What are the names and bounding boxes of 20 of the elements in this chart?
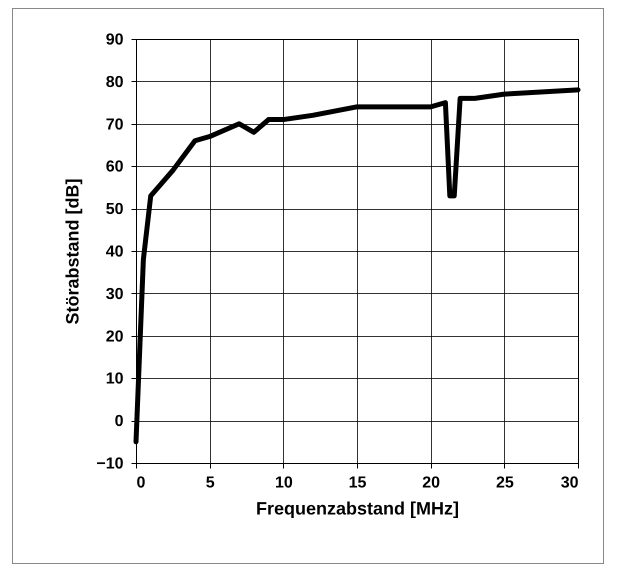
x-tick-label: 25	[496, 474, 514, 492]
x-tick-label: 10	[274, 474, 293, 492]
y-tick-label: 30	[106, 286, 124, 303]
y-tick-label: 60	[106, 158, 124, 176]
x-tick-label: 20	[422, 474, 440, 492]
y-tick-label: 70	[106, 116, 124, 134]
y-tick-label: 90	[106, 32, 124, 48]
y-tick-label: 20	[106, 328, 124, 346]
y-tick-label: 40	[106, 244, 124, 260]
y-tick-label: 50	[106, 201, 124, 218]
y-tick-label: 10	[106, 370, 124, 388]
x-tick-label: 5	[206, 474, 215, 492]
y-tick-label: 0	[114, 413, 124, 430]
y-axis-title: Störabstand [dB]	[62, 178, 82, 324]
y-tick-label: −10	[96, 456, 124, 472]
x-axis-title: Frequenzabstand [MHz]	[256, 498, 460, 518]
x-tick-label: 15	[348, 474, 366, 492]
y-tick-label: 80	[106, 74, 124, 91]
x-tick-label: 30	[560, 474, 579, 492]
x-tick-label: 0	[136, 474, 146, 492]
